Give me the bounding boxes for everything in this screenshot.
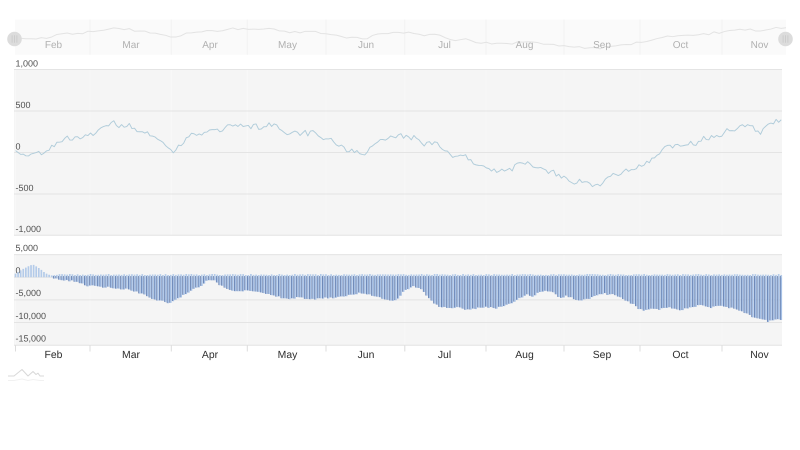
svg-text:Mar: Mar — [122, 350, 140, 361]
svg-text:Jul: Jul — [438, 40, 451, 51]
svg-text:-1,000: -1,000 — [16, 224, 42, 234]
svg-text:-15,000: -15,000 — [16, 333, 47, 343]
svg-text:Feb: Feb — [45, 350, 63, 361]
svg-text:500: 500 — [16, 100, 31, 110]
svg-text:Aug: Aug — [516, 40, 534, 51]
svg-text:Jun: Jun — [358, 350, 375, 361]
svg-text:Jul: Jul — [438, 350, 451, 361]
svg-text:0: 0 — [16, 141, 21, 151]
svg-text:Nov: Nov — [751, 40, 769, 51]
svg-text:Sep: Sep — [593, 40, 611, 51]
svg-text:Sep: Sep — [593, 350, 612, 361]
svg-text:Apr: Apr — [202, 350, 219, 361]
svg-text:-500: -500 — [16, 183, 34, 193]
svg-text:Apr: Apr — [202, 40, 218, 51]
svg-text:Nov: Nov — [750, 350, 769, 361]
svg-text:Aug: Aug — [515, 350, 534, 361]
svg-text:0: 0 — [16, 265, 21, 275]
svg-text:Oct: Oct — [673, 40, 689, 51]
svg-text:Jun: Jun — [358, 40, 374, 51]
svg-text:-5,000: -5,000 — [16, 288, 42, 298]
svg-text:Mar: Mar — [122, 40, 140, 51]
svg-text:May: May — [278, 40, 297, 51]
svg-text:-10,000: -10,000 — [16, 311, 47, 321]
svg-text:5,000: 5,000 — [16, 243, 39, 253]
svg-text:1,000: 1,000 — [16, 58, 39, 68]
svg-text:Feb: Feb — [45, 40, 63, 51]
svg-text:Oct: Oct — [672, 350, 688, 361]
svg-text:May: May — [278, 350, 298, 361]
